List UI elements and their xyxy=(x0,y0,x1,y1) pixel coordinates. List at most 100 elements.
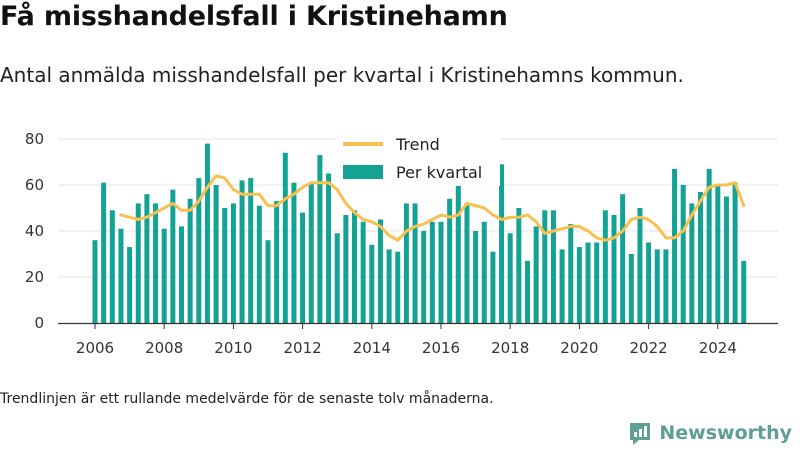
bar-2019-Q4 xyxy=(568,224,574,323)
y-tick-label: 60 xyxy=(25,176,44,194)
bar-2007-Q1 xyxy=(127,247,133,323)
trend-series xyxy=(119,174,746,242)
bar-2018-Q1 xyxy=(507,233,513,323)
x-tick-label: 2012 xyxy=(284,339,322,357)
bar-2012-Q3 xyxy=(317,155,323,323)
x-tick-label: 2008 xyxy=(145,339,183,357)
legend: Trend Per kvartal xyxy=(336,130,500,186)
bar-2020-Q4 xyxy=(602,210,608,323)
bar-2006-Q3 xyxy=(109,210,115,323)
x-tick-label: 2010 xyxy=(214,339,252,357)
bar-2017-Q2 xyxy=(481,221,487,323)
bar-2012-Q2 xyxy=(308,182,314,323)
bar-2020-Q1 xyxy=(576,247,582,323)
bar-series xyxy=(92,143,747,323)
bar-2006-Q4 xyxy=(118,228,124,323)
bar-2022-Q1 xyxy=(646,242,652,323)
bar-2018-Q4 xyxy=(533,226,539,323)
bar-2006-Q2 xyxy=(101,182,107,323)
bar-2008-Q4 xyxy=(187,198,193,323)
bar-2015-Q1 xyxy=(403,203,409,323)
bar-2011-Q3 xyxy=(282,152,288,323)
bar-2020-Q2 xyxy=(585,242,591,323)
bar-2022-Q3 xyxy=(663,249,669,323)
bar-2024-Q4 xyxy=(741,260,747,323)
bar-2014-Q4 xyxy=(395,251,401,323)
x-tick-label: 2020 xyxy=(560,339,598,357)
bar-2022-Q4 xyxy=(672,168,678,323)
bar-2016-Q1 xyxy=(438,221,444,323)
bar-2016-Q2 xyxy=(447,198,453,323)
x-tick-label: 2014 xyxy=(353,339,391,357)
x-axis-ticks: 2006 2008 2010 2012 2014 2016 2018 2020 2022 2024 xyxy=(76,323,737,357)
bar-2010-Q4 xyxy=(256,205,262,323)
brand-logo: Newsworthy xyxy=(627,420,792,446)
bar-2009-Q4 xyxy=(222,208,228,323)
bar-2018-Q3 xyxy=(525,260,530,323)
bar-2008-Q3 xyxy=(179,226,184,323)
bar-2018-Q2 xyxy=(516,208,522,323)
bar-2021-Q4 xyxy=(637,208,643,323)
bar-2023-Q3 xyxy=(698,191,703,323)
bar-2008-Q2 xyxy=(170,189,176,323)
bar-2009-Q3 xyxy=(213,185,219,323)
bar-2023-Q1 xyxy=(680,185,686,323)
chart-subtitle: Antal anmälda misshandelsfall per kvarta… xyxy=(0,63,684,87)
legend-bar-swatch xyxy=(343,165,383,179)
bar-2024-Q3 xyxy=(732,182,738,323)
bar-2006-Q1 xyxy=(92,240,98,323)
bar-2019-Q2 xyxy=(550,210,556,323)
bar-2010-Q3 xyxy=(248,178,254,323)
x-tick-label: 2024 xyxy=(699,339,737,357)
bar-2023-Q2 xyxy=(689,203,695,323)
bar-2020-Q3 xyxy=(594,242,600,323)
bar-2013-Q4 xyxy=(360,221,366,323)
bar-2010-Q2 xyxy=(239,180,245,323)
bar-2015-Q2 xyxy=(412,203,418,323)
bar-2012-Q1 xyxy=(300,212,306,323)
bar-2009-Q1 xyxy=(196,178,202,323)
bar-2017-Q3 xyxy=(490,251,496,323)
bar-2010-Q1 xyxy=(230,203,236,323)
trend-line xyxy=(119,174,746,242)
y-tick-label: 80 xyxy=(25,130,44,148)
bar-2011-Q4 xyxy=(291,182,297,323)
y-axis-ticks: 0 20 40 60 80 xyxy=(25,130,44,332)
bar-2022-Q2 xyxy=(654,249,660,323)
footnote: Trendlinjen är ett rullande medelvärde f… xyxy=(0,391,494,407)
bar-2024-Q1 xyxy=(715,185,721,323)
legend-bar-label: Per kvartal xyxy=(396,163,482,182)
bar-2016-Q4 xyxy=(464,203,470,323)
bar-2011-Q1 xyxy=(265,240,271,323)
bar-2007-Q2 xyxy=(135,203,141,323)
x-tick-label: 2018 xyxy=(491,339,529,357)
bar-2012-Q4 xyxy=(326,173,332,323)
bar-2016-Q3 xyxy=(455,185,461,323)
x-tick-label: 2022 xyxy=(630,339,668,357)
bar-2011-Q2 xyxy=(274,201,280,323)
bar-2014-Q2 xyxy=(377,219,383,323)
legend-trend-label: Trend xyxy=(395,135,440,154)
bar-2015-Q3 xyxy=(421,231,427,323)
bar-2019-Q1 xyxy=(542,210,548,323)
bar-2013-Q3 xyxy=(352,210,357,323)
bar-2013-Q1 xyxy=(334,233,340,323)
bar-2013-Q2 xyxy=(343,214,349,323)
bar-2007-Q3 xyxy=(144,194,150,323)
bar-2015-Q4 xyxy=(429,221,435,323)
bar-2017-Q1 xyxy=(473,231,479,323)
y-tick-label: 0 xyxy=(34,314,44,332)
bar-2019-Q3 xyxy=(559,249,565,323)
y-tick-label: 20 xyxy=(25,268,44,286)
bar-2021-Q3 xyxy=(628,254,634,323)
newsworthy-icon xyxy=(630,423,651,445)
chart-title: Få misshandelsfall i Kristinehamn xyxy=(0,1,508,32)
bar-2009-Q2 xyxy=(204,143,210,323)
bar-2014-Q3 xyxy=(386,249,392,323)
bar-2023-Q4 xyxy=(706,168,712,323)
x-tick-label: 2016 xyxy=(422,339,460,357)
x-tick-label: 2006 xyxy=(76,339,114,357)
bar-2021-Q2 xyxy=(620,194,626,323)
bar-2017-Q4 xyxy=(499,164,505,323)
